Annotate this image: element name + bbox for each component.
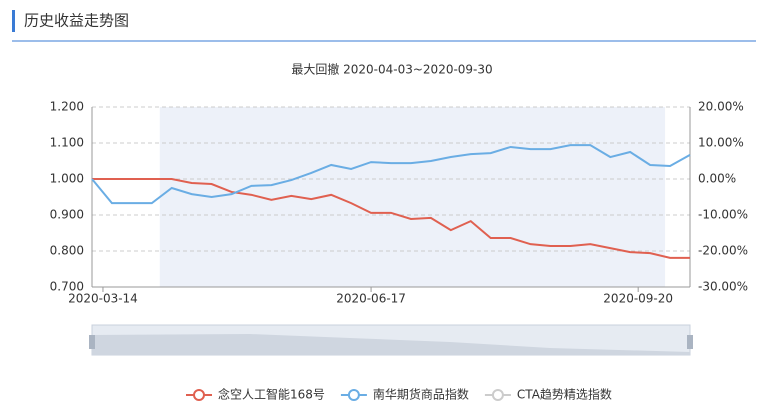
legend-label: 念空人工智能168号: [218, 387, 325, 402]
x-tick-label: 2020-09-20: [603, 292, 673, 306]
y-tick-label: 1.000: [50, 172, 84, 186]
y2-tick-label: -30.00%: [698, 280, 748, 294]
y2-tick-label: -10.00%: [698, 208, 748, 222]
y2-tick-label: -20.00%: [698, 244, 748, 258]
y-tick-label: 1.200: [50, 100, 84, 114]
chart-subtitle: 最大回撤 2020-04-03~2020-09-30: [291, 62, 492, 77]
legend-marker: [193, 389, 205, 401]
data-zoom[interactable]: [89, 324, 693, 356]
legend-marker: [347, 389, 360, 401]
legend-item[interactable]: 念空人工智能168号: [186, 387, 325, 402]
drawdown-shade: [159, 107, 666, 287]
legend-item[interactable]: 南华期货商品指数: [340, 387, 469, 402]
zoom-handle[interactable]: [687, 335, 693, 349]
legend-item[interactable]: CTA趋势精选指数: [484, 387, 612, 402]
legend-label: CTA趋势精选指数: [517, 387, 612, 402]
title-bar: [12, 10, 15, 32]
zoom-preview: [92, 334, 690, 355]
y-tick-label: 0.900: [50, 208, 84, 222]
y2-tick-label: 10.00%: [698, 136, 744, 150]
x-tick-label: 2020-03-14: [68, 292, 138, 306]
y-tick-label: 0.800: [50, 244, 84, 258]
y-tick-label: 0.700: [50, 280, 84, 294]
legend-marker: [491, 389, 504, 401]
x-tick-label: 2020-06-17: [336, 292, 406, 306]
header-title: 历史收益走势图: [24, 12, 129, 30]
y2-tick-label: 20.00%: [698, 100, 744, 114]
legend-label: 南华期货商品指数: [373, 387, 469, 402]
series-line: [91, 144, 691, 205]
zoom-handle[interactable]: [89, 335, 95, 349]
y-tick-label: 1.100: [50, 136, 84, 150]
series-line: [92, 178, 690, 259]
y2-tick-label: 0.00%: [698, 172, 736, 186]
